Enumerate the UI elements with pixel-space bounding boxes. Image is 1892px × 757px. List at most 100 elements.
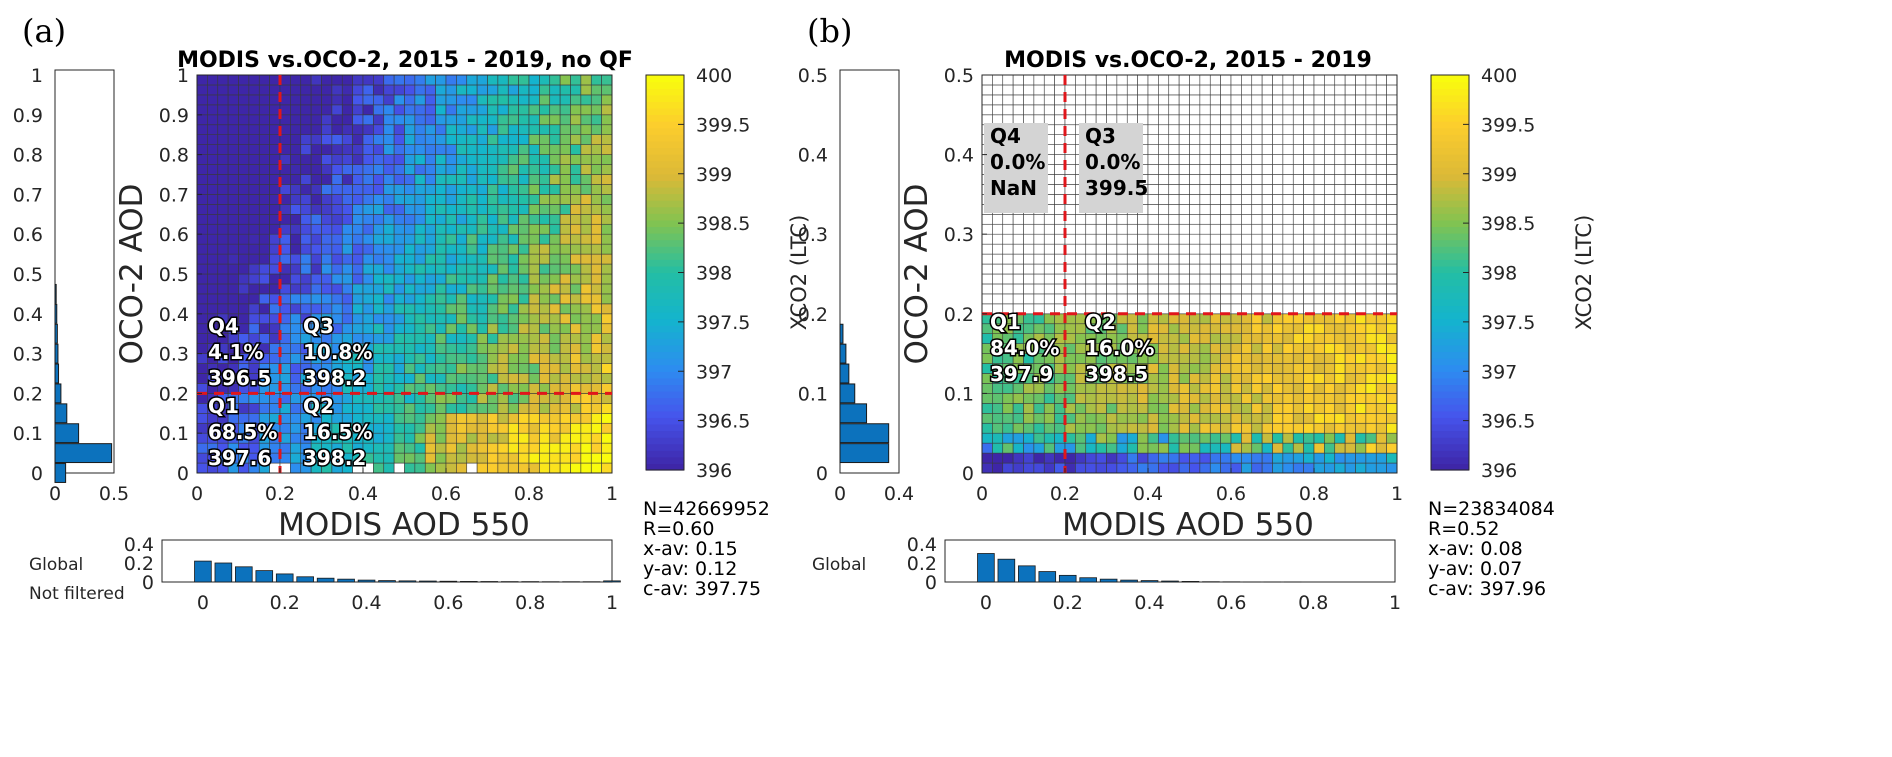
heatmap-cell	[1147, 273, 1159, 285]
heatmap-cell	[981, 462, 993, 474]
heatmap-cell	[1116, 214, 1128, 225]
heatmap-cell	[1313, 373, 1325, 384]
heatmap-cell	[1251, 104, 1263, 116]
heatmap-cell	[981, 412, 993, 424]
heatmap-cell	[424, 214, 436, 225]
heatmap-cell	[373, 204, 385, 215]
heatmap-cell	[1220, 343, 1232, 354]
heatmap-cell	[404, 373, 416, 384]
heatmap-cell	[435, 114, 447, 126]
heatmap-cell	[1043, 214, 1055, 225]
colorbar-tick-label: 399.5	[696, 114, 750, 136]
heatmap-cell	[590, 174, 602, 185]
heatmap-cell	[321, 144, 333, 155]
heatmap-cell	[404, 412, 416, 424]
heatmap-cell	[559, 442, 571, 454]
heatmap-cell	[1209, 154, 1221, 165]
heatmap-cell	[1158, 164, 1170, 175]
heatmap-cell	[290, 442, 302, 454]
heatmap-cell	[1158, 104, 1170, 116]
quadrant-name: Q3	[303, 314, 334, 338]
heatmap-cell	[404, 204, 416, 215]
heatmap-cell	[570, 144, 582, 155]
heatmap-cell	[445, 114, 457, 126]
heatmap-cell	[456, 343, 468, 354]
heatmap-cell	[1158, 204, 1170, 215]
heatmap-cell	[393, 184, 405, 195]
heatmap-cell	[383, 204, 395, 215]
heatmap-cell	[248, 313, 260, 325]
heatmap-cell	[497, 442, 509, 454]
heatmap-cell	[1230, 114, 1242, 126]
heatmap-cell	[1116, 243, 1128, 255]
heatmap-cell	[1313, 214, 1325, 225]
heatmap-cell	[539, 442, 551, 454]
heatmap-cell	[383, 184, 395, 195]
y-histogram-tick-label: 0	[31, 463, 43, 485]
heatmap-cell	[1365, 422, 1377, 434]
heatmap-cell	[590, 233, 602, 245]
heatmap-cell	[539, 223, 551, 235]
heatmap-cell	[1023, 422, 1035, 434]
heatmap-cell	[445, 104, 457, 116]
heatmap-cell	[1023, 263, 1035, 275]
heatmap-cell	[1375, 412, 1387, 424]
heatmap-cell	[518, 363, 530, 374]
heatmap-cell	[1241, 373, 1253, 384]
heatmap-cell	[435, 144, 447, 155]
heatmap-cell	[1313, 174, 1325, 185]
heatmap-cell	[393, 333, 405, 344]
heatmap-cell	[414, 253, 426, 265]
heatmap-cell	[404, 343, 416, 354]
heatmap-cell	[414, 94, 426, 106]
heatmap-cell	[1386, 343, 1398, 354]
heatmap-cell	[1199, 194, 1211, 205]
heatmap-cell	[321, 293, 333, 305]
heatmap-cell	[248, 74, 260, 86]
heatmap-cell	[1230, 452, 1242, 464]
heatmap-cell	[1075, 233, 1087, 245]
colorbar-segment	[1431, 81, 1469, 89]
heatmap-cell	[300, 194, 312, 205]
heatmap-cell	[1365, 134, 1377, 145]
heatmap-cell	[373, 253, 385, 265]
heatmap-cell	[1386, 333, 1398, 344]
colorbar-segment	[646, 443, 684, 451]
heatmap-cell	[1313, 422, 1325, 434]
heatmap-cell	[1386, 283, 1398, 295]
heatmap-cell	[590, 223, 602, 235]
heatmap-cell	[321, 84, 333, 96]
heatmap-cell	[1375, 253, 1387, 265]
heatmap-cell	[1054, 223, 1066, 235]
heatmap-cell	[539, 94, 551, 106]
heatmap-cell	[1168, 204, 1180, 215]
heatmap-cell	[1199, 184, 1211, 195]
heatmap-cell	[1126, 253, 1138, 265]
heatmap-cell	[1209, 263, 1221, 275]
heatmap-cell	[1355, 333, 1367, 344]
heatmap-cell	[1126, 393, 1138, 404]
heatmap-cell	[404, 104, 416, 116]
x-histogram-bar	[1099, 578, 1118, 583]
heatmap-cell	[393, 253, 405, 265]
heatmap-cell	[414, 194, 426, 205]
heatmap-cell	[1043, 253, 1055, 265]
heatmap-cell	[601, 194, 613, 205]
heatmap-cell	[981, 74, 993, 86]
heatmap-cell	[1168, 363, 1180, 374]
heatmap-cell	[1054, 233, 1066, 245]
heatmap-cell	[1386, 383, 1398, 394]
heatmap-cell	[1137, 253, 1149, 265]
colorbar-segment	[1431, 107, 1469, 116]
heatmap-cell	[1272, 253, 1284, 265]
heatmap-cell	[1241, 214, 1253, 225]
heatmap-cell	[466, 432, 478, 444]
heatmap-cell	[196, 293, 208, 305]
heatmap-cell	[1178, 253, 1190, 265]
heatmap-cell	[300, 144, 312, 155]
heatmap-cell	[248, 293, 260, 305]
heatmap-cell	[1012, 293, 1024, 305]
heatmap-cell	[414, 273, 426, 285]
heatmap-cell	[1168, 452, 1180, 464]
heatmap-cell	[466, 184, 478, 195]
